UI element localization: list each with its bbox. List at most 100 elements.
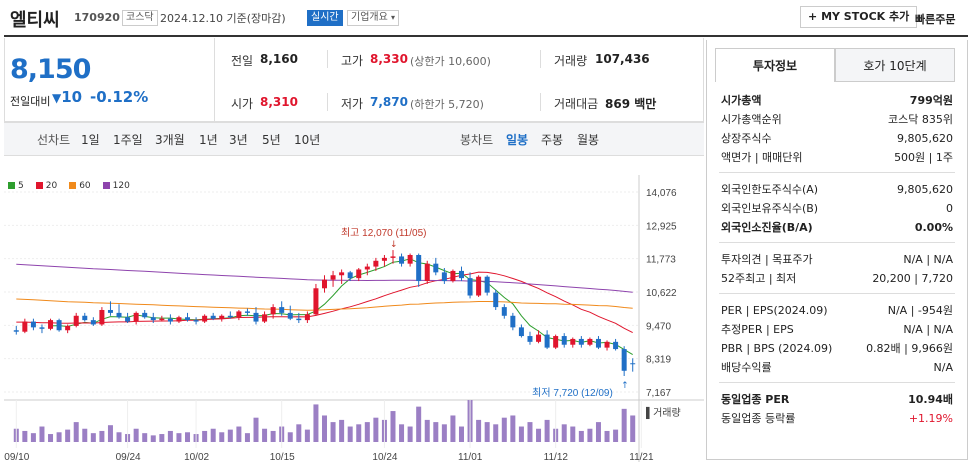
candle-chart-label: 봉차트 (460, 133, 494, 147)
quick-order-link[interactable]: 빠른주문 (915, 13, 956, 26)
candle-body (236, 311, 242, 318)
quote-panel (4, 38, 704, 122)
info-row: 추정PER | EPS N/A | N/A (721, 322, 953, 338)
info-row: 동일업종 등락률 +1.19% (721, 411, 953, 427)
basis-date: 2024.12.10 기준(장마감) (160, 10, 286, 26)
add-my-stock-button[interactable]: + MY STOCK 추가 (800, 6, 918, 28)
info-key: 동일업종 PER (721, 393, 790, 406)
candle-body (13, 330, 19, 332)
volume-bar (313, 404, 319, 442)
info-row: 외국인보유주식수(B) 0 (721, 201, 953, 217)
volume-value: 107,436 (595, 52, 650, 66)
info-value: N/A | N/A (903, 253, 953, 266)
candle-body (561, 336, 567, 345)
quote-divider (214, 38, 215, 122)
volume-bar (22, 430, 28, 442)
info-key: 시가총액순위 (721, 113, 782, 126)
investment-info-panel: 투자정보 호가 10단계 시가총액 799억원 시가총액순위 코스닥 835위 상장주식… (706, 40, 968, 460)
amount-label: 거래대금 (554, 97, 599, 111)
candle-body (433, 263, 439, 273)
ma-legend: 5 20 60 120 (8, 177, 142, 191)
period-6[interactable]: 10년 (294, 133, 321, 147)
info-value: 9,805,620 (897, 132, 953, 145)
candle-body (330, 275, 336, 280)
lower-limit: (하한가 5,720) (410, 98, 484, 111)
plus-icon: + (808, 10, 818, 23)
header-divider (4, 35, 968, 37)
info-key: 동일업종 등락률 (721, 412, 796, 425)
info-value: 0.82배 | 9,966원 (866, 342, 953, 355)
volume-bar (364, 422, 370, 442)
info-value: N/A | -954원 (887, 304, 953, 317)
info-separator (719, 293, 955, 294)
info-key: 시가총액 (721, 94, 762, 107)
realtime-button[interactable]: 실시간 (307, 10, 343, 26)
info-row: 외국인한도주식수(A) 9,805,620 (721, 182, 953, 198)
volume-bar (441, 424, 447, 442)
tab-hoga-10[interactable]: 호가 10단계 (835, 48, 955, 82)
volume-bar (185, 432, 191, 442)
x-tick-label: 11/12 (544, 452, 569, 462)
volume-bar (167, 430, 173, 442)
candle-body (107, 309, 113, 313)
volume-bar (322, 415, 327, 442)
overview-label: 기업개요 (351, 12, 388, 23)
legend-item: 20 (35, 181, 57, 191)
candle-body (142, 312, 148, 318)
info-key: 추정PER | EPS (721, 323, 794, 336)
down-triangle-icon: ▼ (52, 91, 62, 105)
info-separator (719, 172, 955, 173)
ma-60-line (16, 298, 633, 311)
volume-bar (416, 406, 422, 442)
candle-period-0[interactable]: 일봉 (506, 133, 529, 147)
period-3[interactable]: 1년 (199, 133, 218, 147)
y-tick-label: 12,925 (646, 221, 677, 232)
period-2[interactable]: 3개월 (155, 133, 185, 147)
volume-bar (493, 424, 499, 442)
volume-label: ▌거래량 (646, 406, 681, 420)
candle-period-2[interactable]: 월봉 (577, 133, 600, 147)
volume-bar (433, 422, 439, 442)
period-0[interactable]: 1일 (81, 133, 100, 147)
candle-body (407, 254, 413, 264)
y-tick-label: 7,167 (646, 388, 671, 399)
info-key: 액면가 | 매매단위 (721, 151, 803, 164)
candle-body (570, 338, 576, 345)
period-1[interactable]: 1주일 (113, 133, 143, 147)
info-key: PBR | BPS (2024.09) (721, 342, 833, 355)
volume-bar (527, 422, 533, 442)
down-arrow-icon: ↓ (390, 240, 398, 250)
chart-period-bar (4, 122, 704, 156)
info-separator (719, 242, 955, 243)
volume-bar (202, 430, 208, 442)
candle-body (390, 256, 396, 258)
info-key: 52주최고 | 최저 (721, 272, 797, 285)
up-arrow-icon: ↑ (621, 381, 629, 391)
candle-body (527, 336, 533, 342)
candle-body (441, 272, 447, 282)
current-price: 8,150 (10, 54, 91, 85)
volume-bar (476, 419, 482, 442)
price-chart[interactable]: 14,076 12,925 11,773 10,622 9,470 8,319 7,167 최… (4, 170, 704, 462)
info-key: 투자의견 | 목표주가 (721, 253, 813, 266)
info-value: 0.00% (914, 221, 953, 234)
volume-bar (133, 428, 139, 442)
company-overview-button[interactable]: 기업개요 ▾ (347, 10, 400, 26)
ma-20-line (16, 271, 633, 334)
period-4[interactable]: 3년 (229, 133, 248, 147)
tab-investment-info[interactable]: 투자정보 (715, 48, 835, 82)
volume-bar (424, 419, 430, 442)
candle-period-1[interactable]: 주봉 (541, 133, 564, 147)
volume-bar (296, 424, 302, 442)
candle-body (613, 341, 619, 350)
info-row: 배당수익률 N/A (721, 360, 953, 376)
volume-bar (270, 430, 276, 442)
volume-bar (595, 422, 601, 442)
candle-body (450, 270, 456, 282)
period-5[interactable]: 5년 (262, 133, 281, 147)
low-value: 7,870 (370, 95, 408, 109)
candle-body (578, 338, 584, 345)
candle-body (604, 341, 610, 348)
upper-limit: (상한가 10,600) (410, 55, 491, 68)
legend-item: 60 (69, 181, 91, 191)
